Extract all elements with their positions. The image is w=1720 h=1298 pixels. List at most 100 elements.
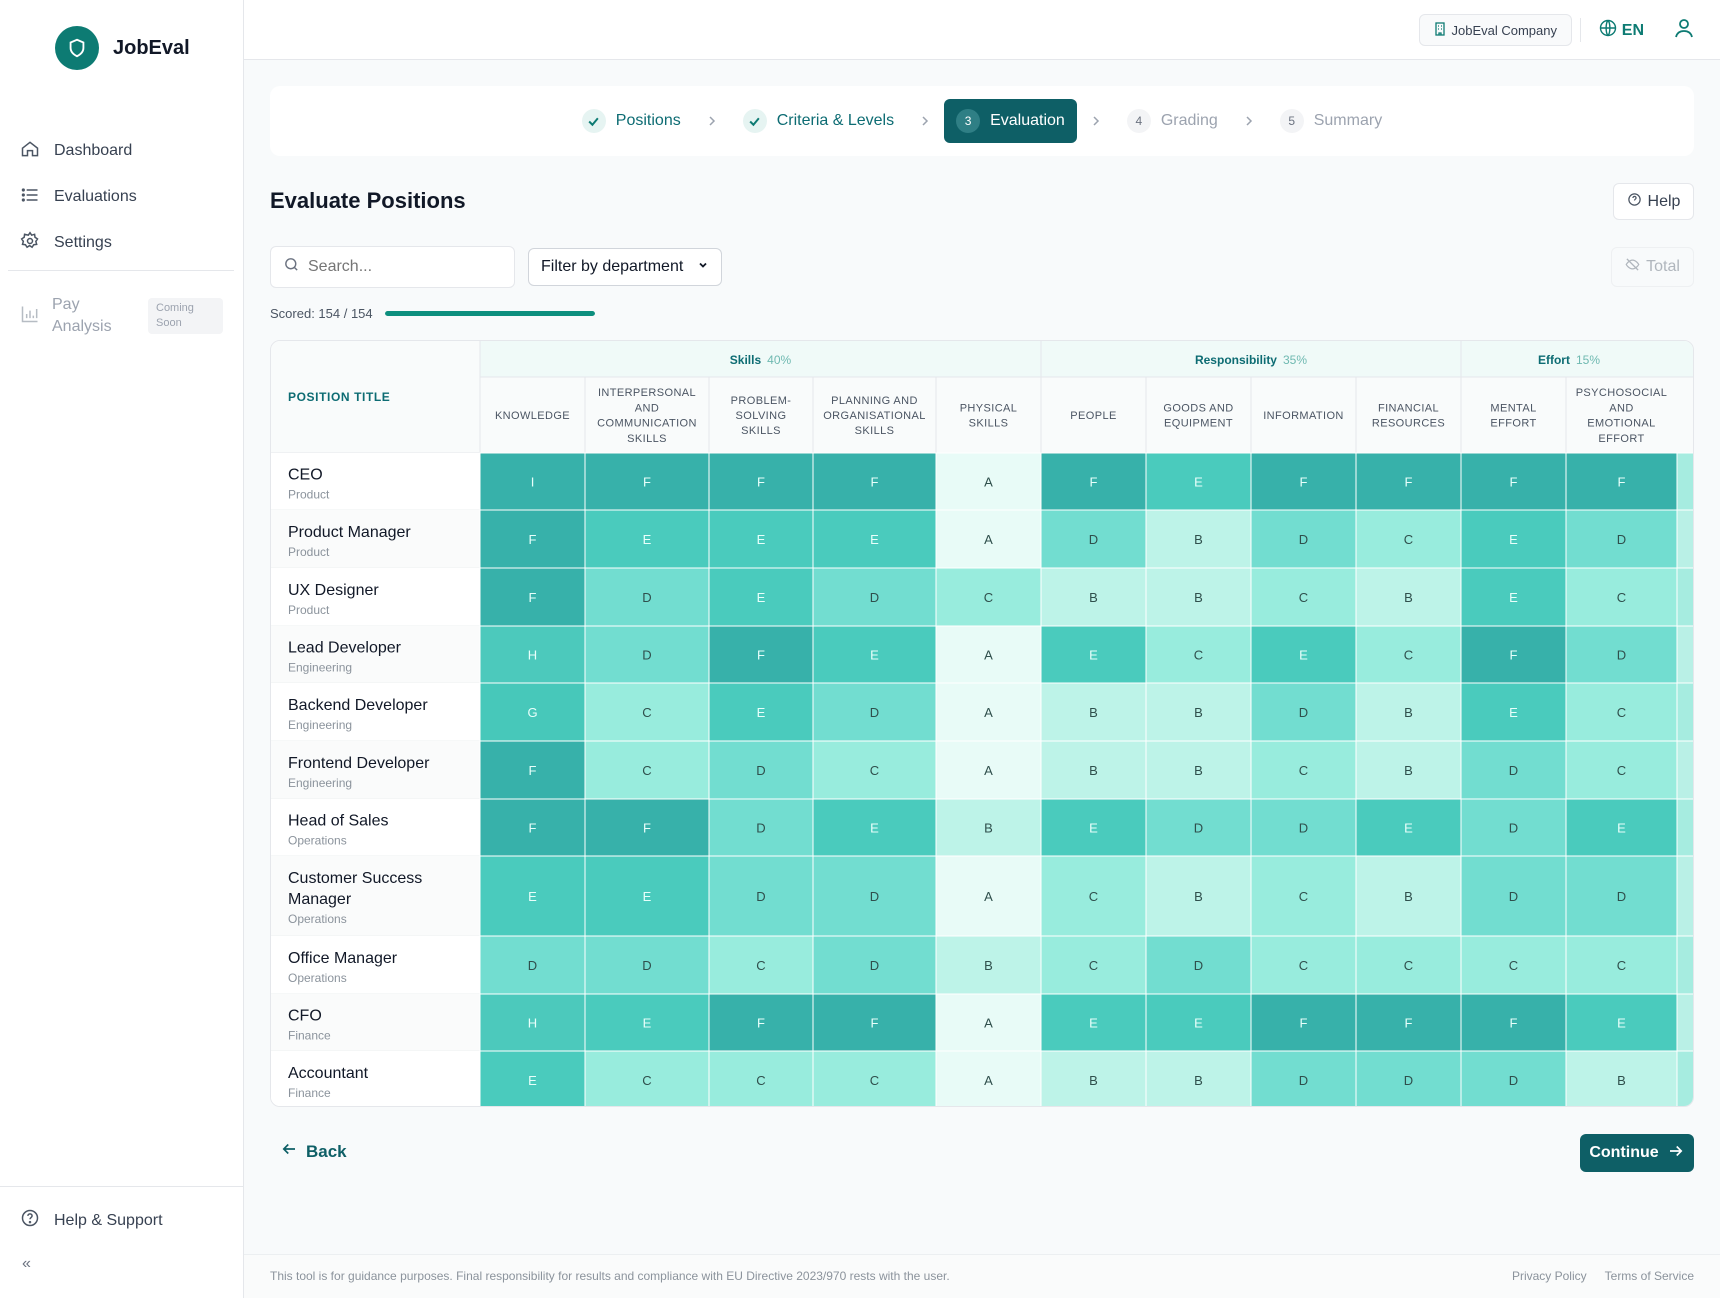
brand[interactable]: JobEval <box>55 26 190 70</box>
level-cell[interactable]: E <box>1145 993 1252 1052</box>
level-cell[interactable]: C <box>1145 625 1252 684</box>
level-cell[interactable]: D <box>1460 740 1567 800</box>
level-cell[interactable]: B <box>1040 1050 1147 1107</box>
step-summary[interactable]: 5 Summary <box>1268 99 1394 143</box>
level-cell[interactable]: C <box>1565 567 1678 627</box>
help-support-link[interactable]: Help & Support <box>20 1208 163 1233</box>
level-cell[interactable]: E <box>708 567 814 627</box>
level-cell[interactable]: D <box>1145 798 1252 857</box>
company-selector[interactable]: JobEval Company <box>1418 14 1572 46</box>
level-cell[interactable]: B <box>1040 682 1147 742</box>
level-cell[interactable]: B <box>1040 740 1147 800</box>
level-cell[interactable]: C <box>1250 935 1357 995</box>
level-cell[interactable]: E <box>584 993 710 1052</box>
level-cell[interactable]: D <box>1250 682 1357 742</box>
level-cell[interactable]: F <box>1460 452 1567 511</box>
level-cell[interactable]: C <box>584 682 710 742</box>
level-cell[interactable]: D <box>584 935 710 995</box>
level-cell[interactable]: D <box>812 682 937 742</box>
help-button[interactable]: Help <box>1613 183 1694 220</box>
level-cell[interactable]: D <box>1460 1050 1567 1107</box>
level-cell[interactable]: C <box>1565 935 1678 995</box>
level-cell[interactable]: D <box>1040 509 1147 569</box>
level-cell[interactable]: E <box>1040 798 1147 857</box>
level-cell[interactable]: E <box>708 509 814 569</box>
level-cell[interactable]: E <box>1250 625 1357 684</box>
level-cell[interactable]: C <box>1565 740 1678 800</box>
level-cell[interactable]: A <box>935 509 1042 569</box>
search-input[interactable] <box>308 258 488 276</box>
level-cell[interactable]: C <box>935 567 1042 627</box>
level-cell[interactable]: H <box>479 625 586 684</box>
sidebar-item-settings[interactable]: Settings <box>20 220 230 266</box>
level-cell[interactable]: F <box>584 798 710 857</box>
level-cell[interactable]: E <box>1460 567 1567 627</box>
level-cell[interactable]: D <box>708 740 814 800</box>
level-cell[interactable]: D <box>812 855 937 937</box>
level-cell[interactable]: F <box>1565 452 1678 511</box>
level-cell[interactable]: E <box>1040 993 1147 1052</box>
level-cell[interactable]: B <box>1145 509 1252 569</box>
level-cell[interactable]: F <box>479 740 586 800</box>
total-toggle-button[interactable]: Total <box>1611 247 1694 287</box>
level-cell[interactable]: E <box>1145 452 1252 511</box>
level-cell[interactable]: D <box>584 567 710 627</box>
step-positions[interactable]: Positions <box>570 99 693 143</box>
collapse-sidebar-icon[interactable]: « <box>22 1255 31 1272</box>
level-cell[interactable]: B <box>1145 567 1252 627</box>
back-button[interactable]: Back <box>280 1140 347 1163</box>
level-cell[interactable]: D <box>1250 509 1357 569</box>
level-cell[interactable]: F <box>1040 452 1147 511</box>
step-grading[interactable]: 4 Grading <box>1115 99 1230 143</box>
level-cell[interactable]: B <box>1040 567 1147 627</box>
level-cell[interactable]: D <box>1460 798 1567 857</box>
level-cell[interactable]: C <box>1040 935 1147 995</box>
level-cell[interactable]: E <box>812 509 937 569</box>
level-cell[interactable]: B <box>935 935 1042 995</box>
level-cell[interactable]: A <box>935 1050 1042 1107</box>
level-cell[interactable]: D <box>1565 625 1678 684</box>
level-cell[interactable]: C <box>1355 935 1462 995</box>
level-cell[interactable]: E <box>1040 625 1147 684</box>
level-cell[interactable]: F <box>1250 993 1357 1052</box>
level-cell[interactable]: F <box>1250 452 1357 511</box>
department-filter-select[interactable]: Filter by department <box>528 248 722 286</box>
level-cell[interactable]: C <box>1250 855 1357 937</box>
level-cell[interactable]: E <box>479 855 586 937</box>
level-cell[interactable]: B <box>1145 682 1252 742</box>
level-cell[interactable]: B <box>1355 682 1462 742</box>
level-cell[interactable]: E <box>1460 509 1567 569</box>
level-cell[interactable]: A <box>935 452 1042 511</box>
level-cell[interactable]: D <box>1355 1050 1462 1107</box>
level-cell[interactable]: F <box>1355 993 1462 1052</box>
level-cell[interactable]: G <box>479 682 586 742</box>
level-cell[interactable]: D <box>1460 855 1567 937</box>
level-cell[interactable]: C <box>1565 682 1678 742</box>
level-cell[interactable]: C <box>1040 855 1147 937</box>
level-cell[interactable]: E <box>1460 682 1567 742</box>
level-cell[interactable]: B <box>1355 740 1462 800</box>
level-cell[interactable]: F <box>1460 993 1567 1052</box>
level-cell[interactable]: D <box>1250 798 1357 857</box>
level-cell[interactable]: E <box>1355 798 1462 857</box>
step-evaluation[interactable]: 3 Evaluation <box>944 99 1077 143</box>
level-cell[interactable]: F <box>479 798 586 857</box>
level-cell[interactable]: A <box>935 993 1042 1052</box>
level-cell[interactable]: C <box>1355 509 1462 569</box>
level-cell[interactable]: B <box>1355 567 1462 627</box>
level-cell[interactable]: C <box>708 1050 814 1107</box>
level-cell[interactable]: B <box>1355 855 1462 937</box>
level-cell[interactable]: D <box>1145 935 1252 995</box>
level-cell[interactable]: A <box>935 682 1042 742</box>
level-cell[interactable]: C <box>1250 740 1357 800</box>
sidebar-item-dashboard[interactable]: Dashboard <box>20 128 230 174</box>
terms-of-service-link[interactable]: Terms of Service <box>1604 1269 1694 1283</box>
level-cell[interactable]: C <box>1250 567 1357 627</box>
level-cell[interactable]: F <box>584 452 710 511</box>
level-cell[interactable]: C <box>1460 935 1567 995</box>
level-cell[interactable]: E <box>1565 993 1678 1052</box>
level-cell[interactable]: E <box>1565 798 1678 857</box>
user-icon[interactable] <box>1672 16 1696 45</box>
level-cell[interactable]: E <box>584 855 710 937</box>
level-cell[interactable]: F <box>708 625 814 684</box>
